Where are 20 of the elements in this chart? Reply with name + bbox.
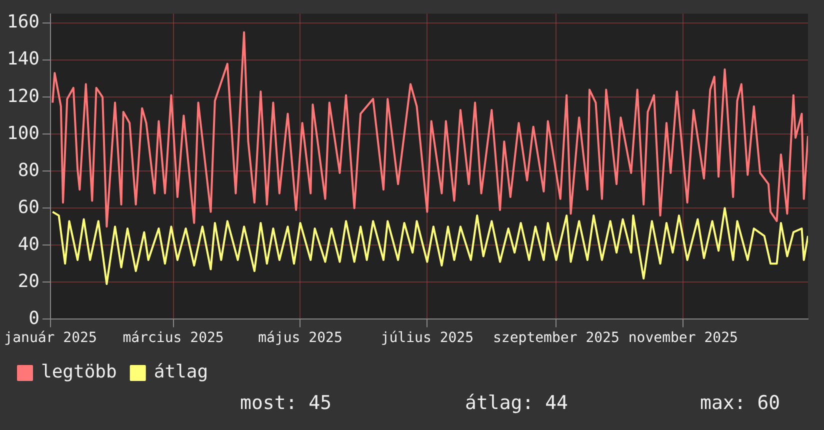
text: átlag: 44 xyxy=(465,392,568,414)
y-tick-label: 60 xyxy=(18,196,40,218)
text: most: 45 xyxy=(240,392,332,414)
x-tick-label: szeptember 2025 xyxy=(492,330,620,346)
legend-label: legtöbb xyxy=(41,362,117,383)
y-tick-label: 100 xyxy=(6,122,40,144)
y-tick-label: 120 xyxy=(6,86,40,107)
y-tick-label: 80 xyxy=(18,160,40,181)
x-tick-label: május 2025 xyxy=(258,330,342,346)
y-tick-label: 20 xyxy=(18,270,40,292)
x-tick-label: január 2025 xyxy=(4,330,97,346)
x-tick-label: július 2025 xyxy=(380,330,474,346)
y-tick-label: 160 xyxy=(6,12,40,33)
legend-label: átlag xyxy=(154,362,208,383)
x-tick-label: november 2025 xyxy=(628,330,738,346)
y-tick-label: 140 xyxy=(6,48,40,70)
y-tick-label: 40 xyxy=(18,234,40,255)
x-tick-label: március 2025 xyxy=(122,330,224,346)
y-tick-label: 0 xyxy=(28,308,40,329)
text: max: 60 xyxy=(700,392,780,414)
